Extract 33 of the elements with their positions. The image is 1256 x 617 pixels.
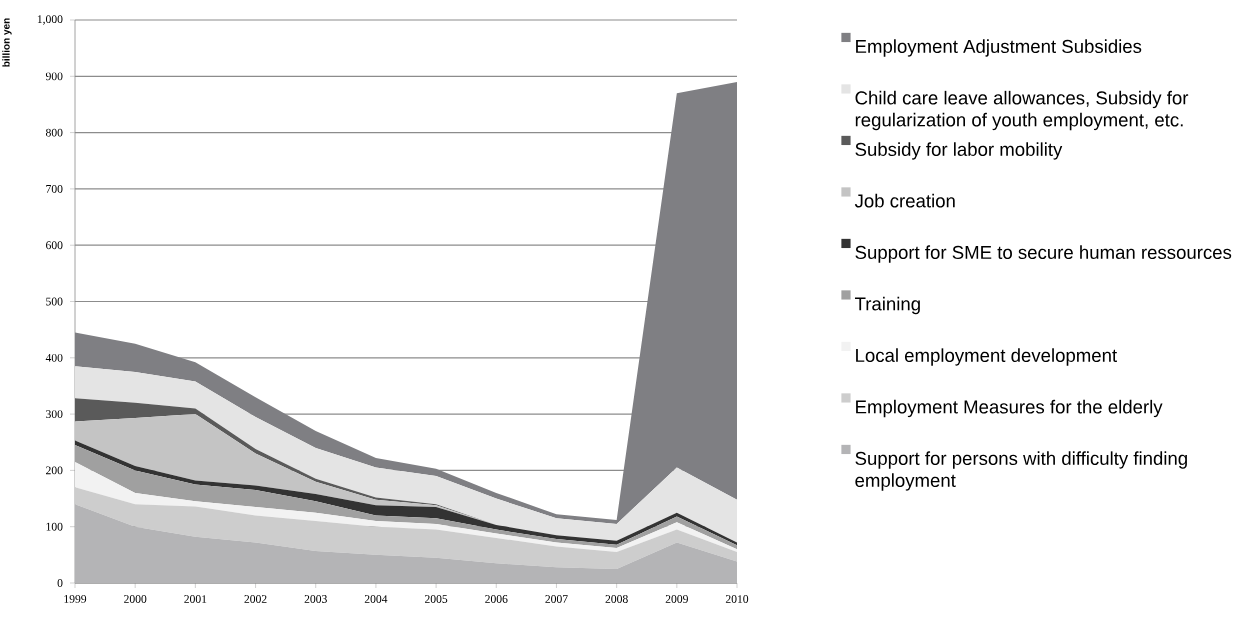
y-tick-label: 100 xyxy=(46,522,63,531)
legend-label: Employment Measures for the elderly xyxy=(856,399,1163,418)
legend-label: Child care leave allowances, Subsidy for regularization of youth employment, etc. xyxy=(855,90,1189,131)
legend-label: Support for SME to secure human ressources xyxy=(855,245,1232,263)
y-axis-title: billion yen xyxy=(2,18,12,67)
x-tick-label: 2010 xyxy=(725,595,749,603)
x-tick-label: 2001 xyxy=(184,595,207,603)
x-tick-label: 2008 xyxy=(605,595,628,603)
x-tick-label: 2007 xyxy=(545,595,568,603)
x-tick-label: 2002 xyxy=(244,595,267,603)
y-tick-label: 800 xyxy=(45,128,63,137)
legend-label: Support for persons with difficulty finding employment xyxy=(855,451,1187,491)
legend-label: Training xyxy=(854,296,920,315)
x-tick-label: 2004 xyxy=(364,595,388,603)
x-tick-label: 2006 xyxy=(485,595,508,603)
x-tick-label: 1999 xyxy=(64,595,87,603)
y-tick-label: 500 xyxy=(46,297,63,306)
legend-label: Local employment development xyxy=(856,348,1117,366)
y-tick-label: 600 xyxy=(46,241,63,250)
legend-label: Subsidy for labor mobility xyxy=(855,142,1063,160)
x-tick-label: 2005 xyxy=(425,595,448,603)
x-tick-label: 2000 xyxy=(124,595,147,603)
y-tick-label: 400 xyxy=(45,353,63,362)
y-tick-label: 0 xyxy=(57,579,63,587)
y-tick-label: 700 xyxy=(46,184,63,193)
x-tick-label: 2009 xyxy=(665,595,688,603)
x-tick-label: 2003 xyxy=(304,595,327,603)
y-tick-label: 200 xyxy=(46,466,63,475)
legend-label: Employment Adjustment Subsidies xyxy=(856,39,1142,57)
y-tick-label: 900 xyxy=(45,72,63,81)
legend-label: Job creation xyxy=(854,193,955,208)
y-tick-label: 1,000 xyxy=(37,15,63,25)
y-tick-label: 300 xyxy=(46,410,63,419)
